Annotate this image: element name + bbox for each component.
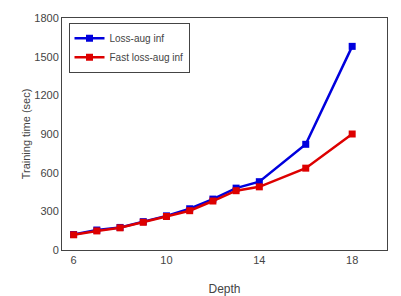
svg-text:600: 600 [40, 167, 58, 179]
svg-text:Depth: Depth [208, 282, 240, 296]
svg-text:Fast loss-aug inf: Fast loss-aug inf [110, 52, 184, 63]
svg-text:Loss-aug inf: Loss-aug inf [110, 33, 165, 44]
svg-text:1200: 1200 [34, 89, 58, 101]
svg-text:300: 300 [40, 205, 58, 217]
svg-text:Training time (sec): Training time (sec) [20, 89, 32, 180]
svg-text:18: 18 [346, 254, 358, 266]
svg-text:10: 10 [160, 254, 172, 266]
svg-text:1500: 1500 [34, 51, 58, 63]
svg-text:900: 900 [40, 128, 58, 140]
svg-text:0: 0 [53, 244, 59, 256]
svg-text:6: 6 [71, 254, 77, 266]
svg-text:1800: 1800 [34, 12, 58, 24]
svg-text:14: 14 [253, 254, 265, 266]
